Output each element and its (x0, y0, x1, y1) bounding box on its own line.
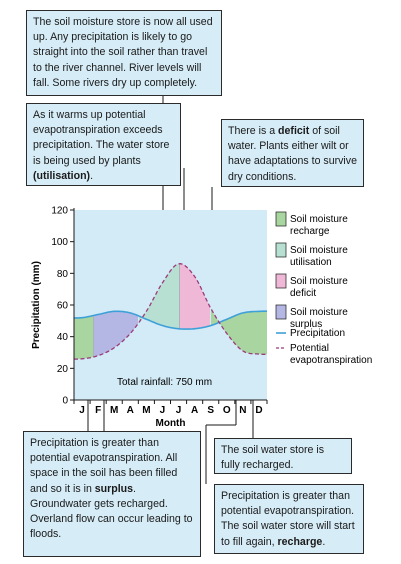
callout-bold-term: deficit (278, 125, 310, 137)
y-tick-label: 60 (57, 301, 69, 312)
legend-swatch (275, 211, 287, 227)
callout-bold-term: recharge (277, 535, 323, 548)
callout-text-end: . (90, 169, 94, 182)
legend-swatch (275, 273, 287, 289)
callout-text: There is a (228, 125, 279, 137)
callout-bold-term: surplus (94, 482, 134, 495)
x-tick-label: J (176, 405, 182, 416)
legend-label: Soil moisture deficit (290, 276, 348, 299)
x-tick-label: D (255, 405, 262, 416)
legend-label: Soil moisture surplus (290, 307, 348, 330)
legend-entry-utilisation: Soil moisture utilisation (275, 242, 348, 268)
legend-entry-recharge: Soil moisture recharge (275, 211, 348, 237)
legend-label: Soil moisture utilisation (290, 245, 348, 268)
y-tick-label: 120 (51, 206, 68, 217)
series-lines (73, 263, 267, 360)
callout-text-end: . Groundwater gets recharged. Overland f… (30, 482, 193, 541)
legend-label-line: evapotranspiration (290, 355, 372, 366)
y-tick-label: 100 (51, 237, 68, 248)
legend-label-line: Soil moisture (290, 245, 348, 256)
legend-label-line: utilisation (290, 257, 332, 268)
legend-label: Potential evapotranspiration (290, 343, 372, 366)
callout-text: The soil moisture store is now all used … (33, 16, 213, 89)
legend-entry-deficit: Soil moisture deficit (275, 273, 348, 299)
x-tick-label: O (223, 405, 231, 416)
callout-text: Precipitation is greater than potential … (30, 437, 178, 495)
x-axis-label: Month (156, 418, 186, 429)
y-tick-label: 0 (62, 396, 68, 407)
legend-entry-precip_line: Precipitation (276, 328, 345, 339)
x-tick-label: M (110, 405, 118, 416)
y-tick-label: 80 (57, 269, 69, 280)
deficit-area (180, 263, 210, 330)
legend-entry-surplus: Soil moisture surplus (275, 304, 348, 330)
utilisation-area (139, 263, 179, 329)
legend-entry-pet_line: Potential evapotranspiration (276, 343, 372, 366)
legend-swatch (275, 242, 287, 258)
x-tick-label: J (79, 405, 85, 416)
callout-surplus: Precipitation is greater than potential … (23, 431, 201, 557)
surplus-area (94, 311, 138, 357)
legend-label-line: Soil moisture (290, 307, 348, 318)
y-axis-label: Precipitation (mm) (31, 261, 42, 349)
callout-text-end: of soil water. Plants either wilt or hav… (228, 125, 357, 183)
y-tick-label: 40 (57, 332, 69, 343)
total-rainfall-annotation: Total rainfall: 750 mm (117, 377, 212, 388)
x-tick-label: A (127, 405, 134, 416)
legend-label: Soil moisture recharge (290, 214, 348, 237)
callout-soil-store-used-up: The soil moisture store is now all used … (26, 10, 222, 96)
legend-label-line: surplus (290, 319, 322, 330)
callout-bold-term: (utilisation) (33, 169, 91, 182)
legend-label: Precipitation (290, 328, 345, 339)
callout-text: Precipitation is greater than potential … (221, 490, 355, 548)
x-tick-label: N (239, 405, 246, 416)
legend-swatch (275, 304, 287, 320)
callout-text-end: . (322, 535, 326, 548)
precipitation-line (74, 310, 267, 330)
x-tick-label: J (160, 405, 166, 416)
callout-recharge: Precipitation is greater than potential … (214, 484, 364, 554)
x-tick-label: S (207, 405, 214, 416)
x-tick-label: M (142, 405, 150, 416)
callout-text: The soil water store is fully recharged. (221, 444, 325, 472)
legend-label-line: Precipitation (290, 328, 345, 339)
x-tick-label: A (191, 405, 198, 416)
legend-label-line: deficit (290, 288, 316, 299)
legend-label-line: recharge (290, 226, 330, 237)
legend-label-line: Soil moisture (290, 276, 348, 287)
callout-utilisation: As it warms up potential evapotranspirat… (26, 103, 181, 186)
x-tick-label: F (95, 405, 101, 416)
callout-fully-recharged: The soil water store is fully recharged. (214, 438, 352, 474)
pet-line (73, 263, 267, 360)
recharge-area-jan (74, 315, 93, 360)
y-tick-label: 20 (57, 364, 69, 375)
legend-label-line: Soil moisture (290, 214, 348, 225)
callout-deficit: There is a deficit of soil water. Plants… (221, 119, 364, 187)
callout-text: As it warms up potential evapotranspirat… (33, 109, 170, 167)
legend-label-line: Potential (290, 343, 329, 354)
